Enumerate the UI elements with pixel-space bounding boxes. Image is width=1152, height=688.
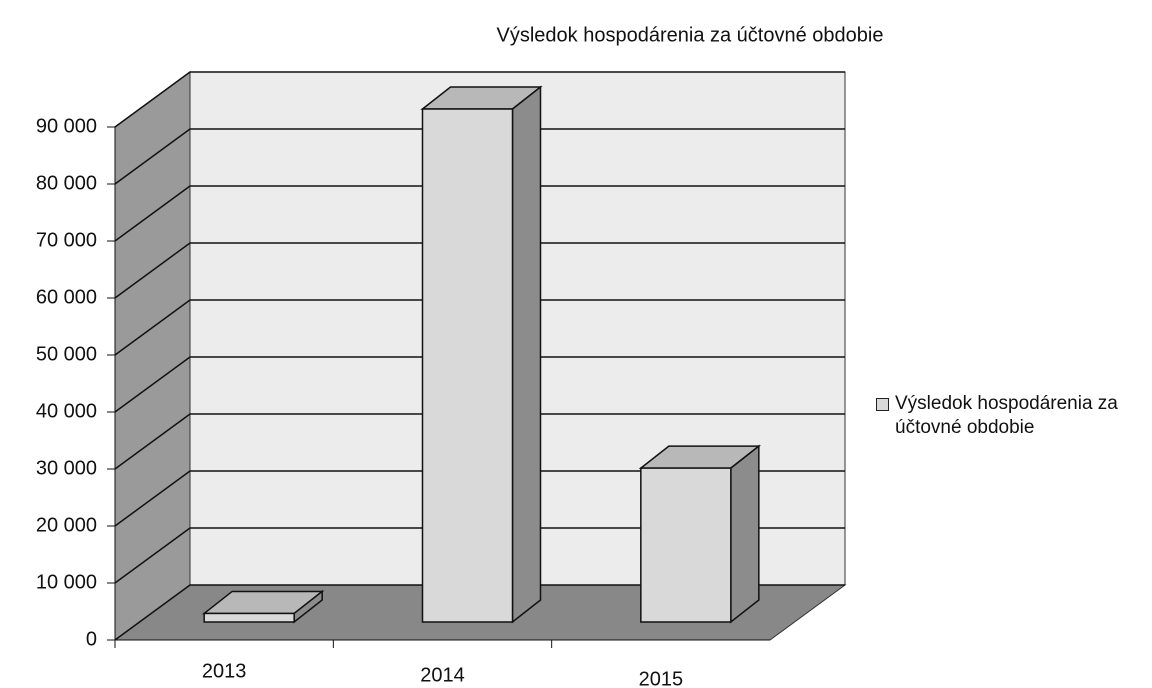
- grid-line: [114, 413, 845, 470]
- y-tick-label: 30 000: [36, 457, 97, 479]
- bar: [421, 108, 514, 623]
- y-tick-label: 40 000: [36, 400, 97, 422]
- grid-line: [114, 71, 845, 128]
- grid-line: [114, 185, 845, 242]
- grid-line: [114, 527, 845, 584]
- legend-swatch: [876, 398, 889, 411]
- bar-side: [730, 444, 760, 624]
- x-tick-label: 2013: [202, 660, 247, 682]
- x-tick-label: 2014: [420, 664, 465, 686]
- grid-line: [114, 470, 845, 527]
- grid-line: [114, 584, 845, 641]
- y-tick-label: 10 000: [36, 571, 97, 593]
- legend: Výsledok hospodárenia za účtovné obdobie: [876, 392, 1146, 440]
- grid-line: [114, 242, 845, 299]
- y-tick-label: 20 000: [36, 514, 97, 536]
- grid-line: [114, 299, 845, 356]
- x-tick-label: 2015: [639, 668, 684, 688]
- y-tick-label: 60 000: [36, 286, 97, 308]
- y-tick-label: 50 000: [36, 343, 97, 365]
- grid-line: [114, 128, 845, 185]
- grid-line: [114, 356, 845, 413]
- legend-label: Výsledok hospodárenia za účtovné obdobie: [895, 393, 1118, 438]
- y-tick-label: 90 000: [36, 115, 97, 137]
- y-tick-label: 70 000: [36, 229, 97, 251]
- y-tick-label: 0: [86, 628, 97, 650]
- bar: [640, 467, 732, 623]
- chart-title: Výsledok hospodárenia za účtovné obdobie: [497, 24, 884, 46]
- bar: [203, 612, 295, 623]
- bar-side: [511, 85, 542, 624]
- y-tick-label: 80 000: [36, 172, 97, 194]
